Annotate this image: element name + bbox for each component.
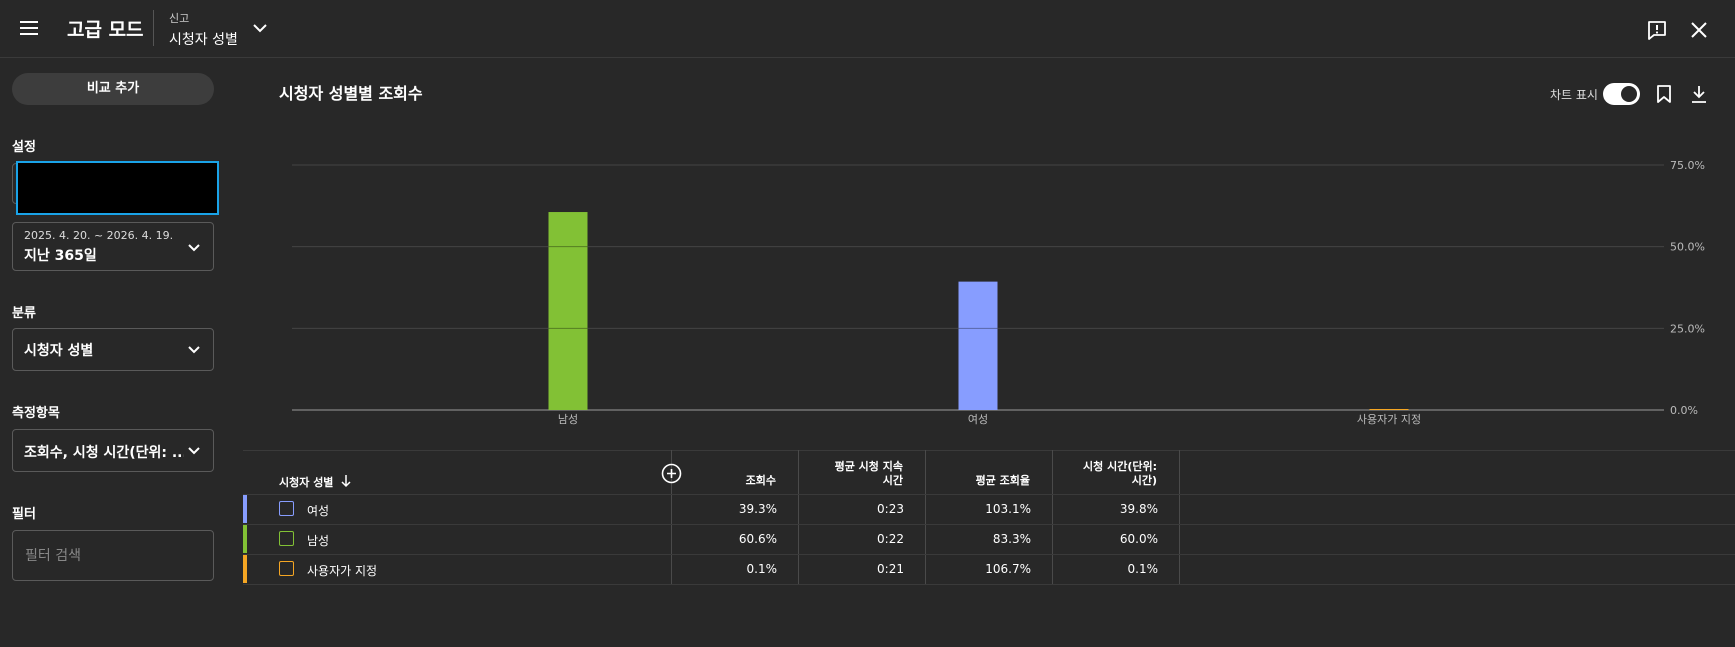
feedback-icon[interactable] — [1646, 19, 1668, 41]
column-header-avg-duration-line1: 평균 시청 지속 — [834, 460, 903, 473]
y-tick-label: 50.0% — [1670, 241, 1705, 254]
row-color-bar — [243, 495, 247, 523]
cell-views: 0.1% — [746, 562, 778, 576]
column-separator — [671, 450, 672, 584]
x-tick-label: 여성 — [968, 413, 988, 426]
row-divider — [243, 554, 1735, 555]
chart-title: 시청자 성별별 조회수 — [279, 84, 423, 103]
y-tick-label: 0.0% — [1670, 404, 1698, 417]
chevron-down-icon — [188, 447, 200, 455]
date-range-select[interactable]: 2025. 4. 20. ~ 2026. 4. 19. 지난 365일 — [12, 222, 214, 271]
classification-value: 시청자 성별 — [24, 343, 94, 359]
column-header-avg-rate[interactable]: 평균 조회율 — [932, 474, 1030, 488]
column-separator — [1052, 450, 1053, 584]
classification-label: 분류 — [12, 306, 36, 321]
bookmark-icon[interactable] — [1653, 83, 1675, 105]
row-label: 남성 — [307, 534, 330, 548]
row-label: 사용자가 지정 — [307, 564, 378, 578]
row-divider — [243, 584, 1735, 585]
column-separator — [798, 450, 799, 584]
column-header-avg-rate-line: 평균 조회율 — [975, 474, 1030, 487]
redacted-region — [16, 161, 219, 215]
cell-avg-duration: 0:23 — [877, 502, 904, 516]
row-checkbox[interactable] — [279, 501, 294, 516]
chevron-down-icon — [188, 244, 200, 252]
metrics-select[interactable]: 조회수, 시청 시간(단위: ... — [12, 429, 214, 472]
cell-avg-rate: 106.7% — [985, 562, 1031, 576]
chevron-down-icon[interactable] — [252, 20, 268, 36]
row-divider — [243, 524, 1735, 525]
column-separator — [925, 450, 926, 584]
filter-search-field[interactable] — [12, 530, 214, 581]
settings-label: 설정 — [12, 140, 36, 155]
top-app-bar: 고급 모드 신고 시청자 성별 — [0, 0, 1735, 58]
column-header-views-line: 조회수 — [745, 474, 776, 487]
gender-views-chart: 0.0% 25.0% 50.0% 75.0% 남성 여성 사용자가 지정 — [292, 159, 1705, 426]
row-divider — [243, 494, 1735, 495]
cell-watch-time: 60.0% — [1119, 532, 1158, 546]
column-header-views[interactable]: 조회수 — [678, 474, 776, 488]
show-chart-toggle[interactable] — [1603, 83, 1640, 105]
x-tick-label: 남성 — [558, 413, 578, 426]
column-header-watch-time-line1: 시청 시간(단위: — [1083, 460, 1157, 473]
close-icon[interactable] — [1688, 19, 1710, 41]
row-color-bar — [243, 525, 247, 553]
y-tick-label: 25.0% — [1670, 322, 1705, 335]
show-chart-label: 차트 표시 — [1550, 88, 1598, 102]
download-icon[interactable] — [1688, 83, 1710, 105]
filter-search-input[interactable] — [25, 545, 200, 567]
column-header-gender[interactable]: 시청자 성별 — [279, 476, 334, 489]
menu-icon[interactable] — [20, 20, 38, 36]
plus-circle-icon[interactable] — [661, 463, 682, 484]
report-name: 시청자 성별 — [169, 32, 238, 48]
cell-avg-rate: 103.1% — [985, 502, 1031, 516]
table-top-border — [243, 450, 1735, 451]
cell-views: 60.6% — [738, 532, 777, 546]
classification-select[interactable]: 시청자 성별 — [12, 328, 214, 371]
cell-watch-time: 0.1% — [1127, 562, 1159, 576]
date-preset-text: 지난 365일 — [24, 248, 97, 264]
bar — [548, 212, 588, 410]
filter-label: 필터 — [12, 507, 36, 522]
bar — [958, 281, 998, 410]
column-header-avg-duration[interactable]: 평균 시청 지속 시간 — [805, 460, 903, 488]
column-header-avg-duration-line2: 시간 — [882, 474, 903, 487]
column-header-watch-time[interactable]: 시청 시간(단위: 시간) — [1059, 460, 1157, 488]
metrics-value: 조회수, 시청 시간(단위: ... — [24, 445, 184, 461]
row-color-bar — [243, 555, 247, 583]
cell-avg-duration: 0:21 — [877, 562, 904, 576]
metrics-label: 측정항목 — [12, 406, 60, 421]
chevron-down-icon — [188, 346, 200, 354]
report-category-label: 신고 — [169, 12, 190, 25]
cell-watch-time: 39.8% — [1119, 502, 1158, 516]
row-checkbox[interactable] — [279, 561, 294, 576]
cell-views: 39.3% — [738, 502, 777, 516]
add-comparison-button[interactable]: 비교 추가 — [12, 73, 214, 105]
title-divider — [153, 10, 154, 46]
cell-avg-rate: 83.3% — [992, 532, 1031, 546]
toggle-knob — [1621, 86, 1637, 102]
column-separator — [1179, 450, 1180, 584]
bar — [1369, 409, 1409, 410]
row-label: 여성 — [307, 504, 330, 518]
date-range-text: 2025. 4. 20. ~ 2026. 4. 19. — [24, 229, 174, 242]
app-title: 고급 모드 — [67, 19, 144, 41]
cell-avg-duration: 0:22 — [877, 532, 904, 546]
y-tick-label: 75.0% — [1670, 159, 1705, 172]
report-selector[interactable]: 신고 시청자 성별 — [169, 10, 238, 49]
column-header-watch-time-line2: 시간) — [1131, 474, 1157, 487]
arrow-down-icon[interactable] — [340, 474, 352, 488]
x-tick-label: 사용자가 지정 — [1357, 413, 1421, 426]
row-checkbox[interactable] — [279, 531, 294, 546]
